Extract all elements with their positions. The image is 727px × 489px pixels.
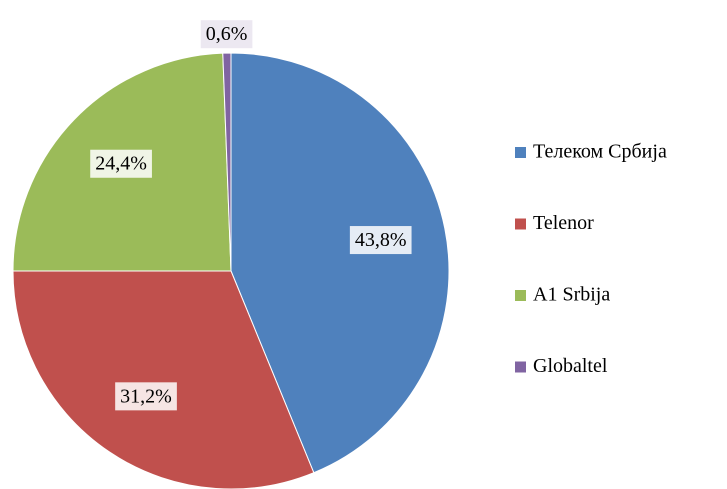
data-label-backing	[90, 149, 152, 178]
data-label-box	[349, 226, 412, 255]
pie-slice	[12, 270, 315, 489]
legend-swatch	[515, 218, 526, 230]
pie-slice	[230, 52, 450, 474]
data-label: 31,2%	[120, 385, 172, 407]
data-label-box	[115, 382, 177, 411]
data-label: 0,6%	[206, 23, 248, 45]
data-label-box	[200, 20, 253, 49]
data-label-box	[90, 149, 152, 178]
legend-label: Globaltel	[533, 355, 608, 377]
data-label: 24,4%	[95, 153, 147, 175]
legend-swatch	[515, 290, 526, 301]
legend-swatch	[515, 147, 526, 158]
legend-label: Telenor	[533, 212, 594, 234]
legend-label: Телеком Србија	[533, 141, 667, 163]
legend-swatch	[515, 361, 526, 373]
pie-slice	[222, 52, 232, 272]
data-label-backing	[200, 20, 253, 49]
data-label-backing	[349, 226, 412, 255]
data-label: 43,8%	[355, 229, 407, 251]
legend-label: A1 Srbija	[533, 284, 610, 306]
data-label-backing	[115, 382, 177, 411]
